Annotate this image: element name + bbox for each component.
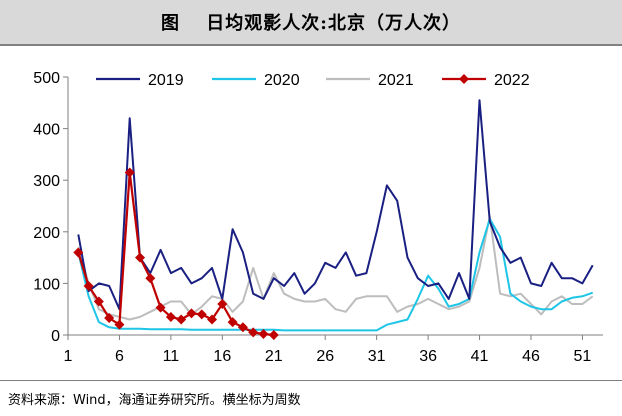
- x-tick-label: 41: [471, 348, 489, 365]
- series-line-2020: [77, 217, 594, 332]
- y-tick-label: 500: [33, 70, 60, 87]
- legend: 2019 2020 2021 2022: [96, 72, 530, 89]
- data-point-2022: [217, 299, 228, 310]
- legend-label-2019: 2019: [148, 72, 184, 89]
- data-point-2022: [248, 327, 259, 338]
- legend-label-2021: 2021: [378, 72, 414, 89]
- legend-label-2022: 2022: [494, 72, 530, 89]
- source-note: 资料来源：Wind，海通证券研究所。横坐标为周数: [8, 393, 301, 408]
- series-line-2022: [77, 171, 274, 337]
- data-point-2022: [207, 314, 218, 325]
- data-point-2022: [258, 328, 269, 339]
- legend-marker-2022: [459, 74, 469, 84]
- data-point-2022: [268, 330, 279, 340]
- x-tick-label: 26: [316, 348, 334, 365]
- x-tick-label: 6: [115, 348, 124, 365]
- x-tick-label: 36: [419, 348, 437, 365]
- data-point-2022: [135, 252, 146, 263]
- data-point-2022: [155, 302, 166, 313]
- source-divider: [0, 380, 622, 381]
- data-point-2022: [124, 167, 135, 178]
- legend-label-2020: 2020: [264, 72, 300, 89]
- data-point-2022: [83, 280, 94, 291]
- data-point-2022: [104, 312, 115, 323]
- y-tick-label: 300: [33, 173, 60, 190]
- title-bar: 图 日均观影人次:北京（万人次）: [0, 0, 622, 46]
- series-line-2021: [77, 215, 594, 321]
- chart-title: 图 日均观影人次:北京（万人次）: [161, 13, 461, 34]
- data-point-2022: [227, 317, 238, 328]
- x-tick-label: 21: [265, 348, 283, 365]
- data-point-2022: [93, 296, 104, 307]
- data-point-2022: [196, 309, 207, 320]
- y-tick-label: 0: [51, 328, 60, 345]
- y-tick-label: 400: [33, 122, 60, 139]
- data-point-2022: [237, 322, 248, 333]
- x-tick-label: 1: [64, 348, 73, 365]
- x-tick-label: 46: [522, 348, 540, 365]
- series-group: [73, 99, 594, 340]
- data-point-2022: [114, 319, 125, 330]
- data-point-2022: [145, 273, 156, 284]
- data-point-2022: [176, 314, 187, 325]
- y-tick-label: 100: [33, 276, 60, 293]
- data-point-2022: [165, 311, 176, 322]
- x-tick-label: 31: [368, 348, 386, 365]
- y-tick-label: 200: [33, 225, 60, 242]
- data-point-2022: [186, 308, 197, 319]
- x-tick-label: 16: [213, 348, 231, 365]
- series-line-2019: [77, 99, 594, 311]
- x-tick-label: 51: [574, 348, 592, 365]
- data-point-2022: [73, 247, 84, 258]
- x-tick-label: 11: [163, 348, 180, 365]
